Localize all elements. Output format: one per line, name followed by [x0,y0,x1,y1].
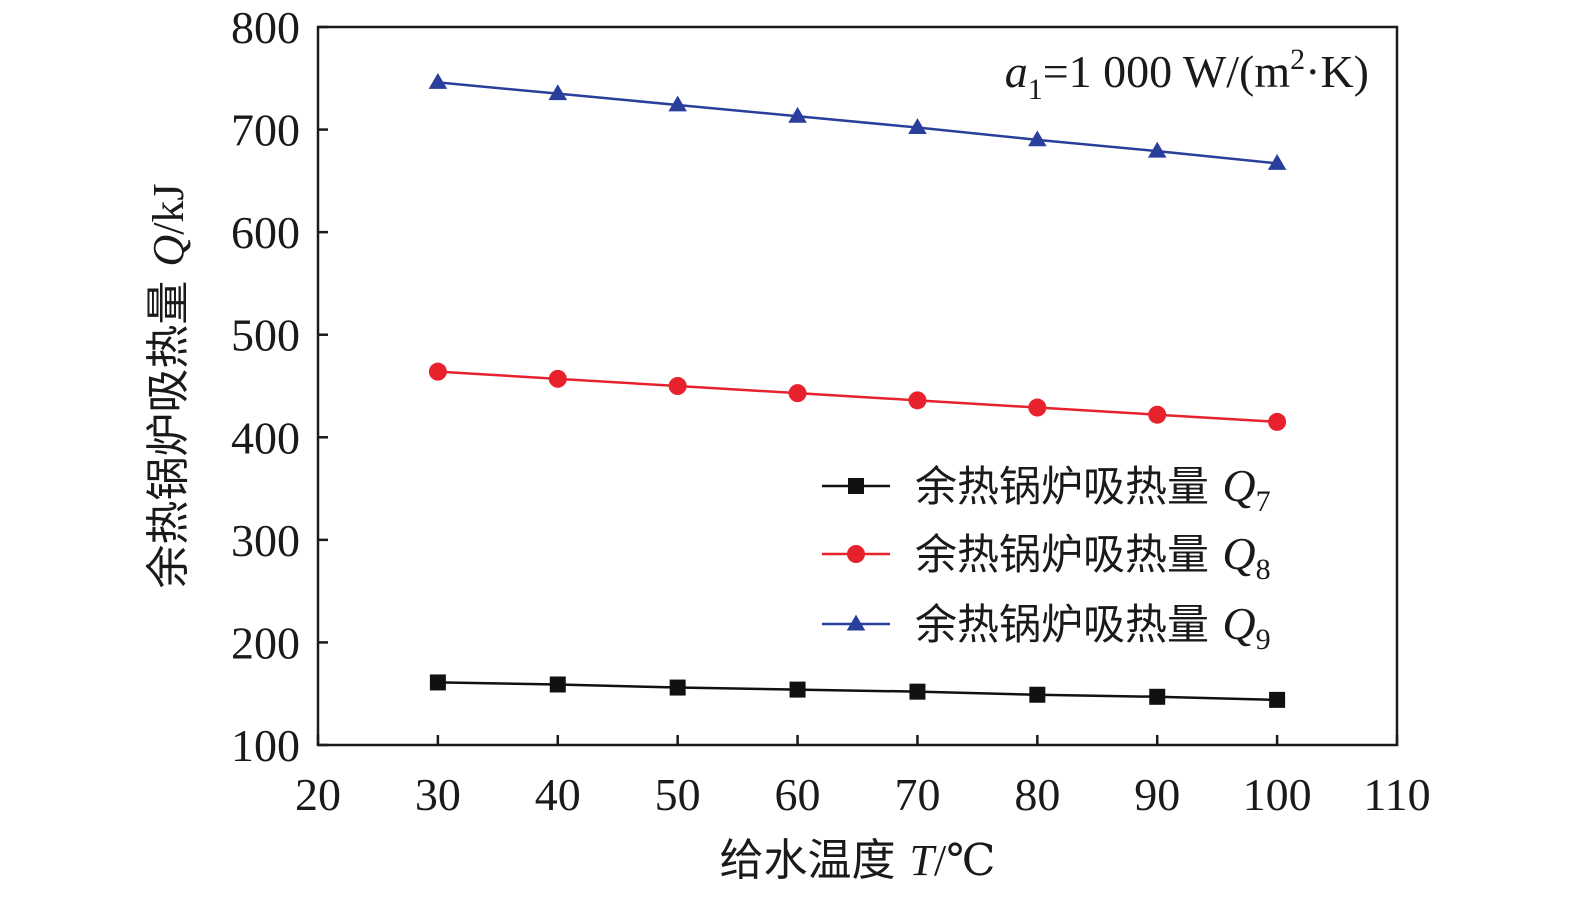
series-Q8 [428,362,1287,431]
data-point [429,674,446,691]
y-tick-label: 600 [231,207,300,258]
data-point [668,95,687,112]
data-point [789,681,806,698]
annotation-var: a [1005,46,1028,97]
data-point [1148,405,1167,424]
data-point [548,84,568,101]
legend-label-text: 余热锅炉吸热量 [915,530,1222,579]
legend-label-sub: 9 [1256,623,1271,656]
legend-label-text: 余热锅炉吸热量 [915,600,1222,649]
data-point [428,73,448,89]
y-tick-label: 300 [231,515,300,566]
x-tick-label: 70 [894,769,940,820]
legend-label: 余热锅炉吸热量 Q7 [915,460,1271,518]
legend-label-sub: 7 [1256,485,1271,518]
tick-labels: 20 30 40 50 60 70 80 90 100 110 100 200 300 400 500 600… [231,2,1431,820]
legend-label-var: Q [1222,528,1255,579]
x-axis-title: 给水温度 T/℃ [720,835,996,886]
annotation-heat-transfer-coefficient: a1=1 000 W/(m2·K) [1005,43,1369,106]
series-Q9 [428,73,1287,170]
y-tick-label: 700 [231,105,300,156]
y-tick-label: 800 [231,2,300,53]
x-tick-label: 90 [1134,769,1180,820]
y-axis-title: 余热锅炉吸热量 Q/kJ [143,183,194,588]
x-tick-label: 60 [775,769,821,820]
data-point [909,683,926,700]
data-point [1267,154,1287,170]
legend-label-text: 余热锅炉吸热量 [915,462,1222,511]
x-axis-title-text: 给水温度 [720,835,910,886]
annotation-text: =1 000 W/(m [1043,46,1291,97]
series-line [437,370,1278,424]
legend-marker [847,545,865,563]
x-tick-label: 50 [655,769,701,820]
data-point [669,679,686,696]
y-axis-title-text: 余热锅炉吸热量 [143,267,194,589]
annotation-sub: 1 [1028,73,1043,106]
plot-frame [316,25,1399,747]
legend-label: 余热锅炉吸热量 Q8 [915,528,1271,586]
legend-label-sub: 8 [1256,553,1271,586]
y-axis-title-var: Q [144,235,193,267]
series-layer [428,73,1287,708]
data-point [549,676,566,693]
x-tick-label: 110 [1363,769,1430,820]
x-tick-label: 20 [295,769,341,820]
x-tick-label: 30 [415,769,461,820]
y-tick-label: 500 [231,310,300,361]
data-point [1147,141,1167,158]
annotation-tail: ·K) [1305,46,1369,97]
data-point [788,384,807,403]
data-point [1149,688,1166,705]
legend-item: 余热锅炉吸热量 Q7 [822,460,1271,518]
data-point [548,369,567,388]
tick-marks [316,25,1399,747]
legend-item: 余热锅炉吸热量 Q9 [822,598,1271,656]
x-axis-title-var: T [910,836,938,885]
legend-item: 余热锅炉吸热量 Q8 [822,528,1271,586]
x-tick-label: 40 [535,769,581,820]
legend-label-var: Q [1222,460,1255,511]
annotation-sup: 2 [1290,43,1305,76]
plot-border [316,25,1399,747]
series-line [437,81,1278,165]
data-point [668,377,687,395]
data-point [1269,691,1286,708]
x-tick-label: 100 [1243,769,1312,820]
legend-label-var: Q [1222,598,1255,649]
data-point [908,118,927,134]
y-tick-label: 100 [231,720,300,771]
legend-marker [846,614,866,631]
y-axis-title-unit: /kJ [144,183,193,234]
data-point [1028,130,1047,147]
legend-marker [848,478,864,494]
legend-label: 余热锅炉吸热量 Q9 [915,598,1271,656]
data-point [428,362,447,381]
x-axis-title-unit: /℃ [934,836,995,885]
y-tick-label: 400 [231,412,300,463]
series-Q7 [429,674,1286,708]
data-point [788,106,807,123]
data-point [1268,412,1287,431]
data-point [1028,398,1047,417]
x-tick-label: 80 [1014,769,1060,820]
data-point [908,391,927,410]
y-tick-label: 200 [231,617,300,668]
data-point [1029,686,1046,703]
series-line [437,681,1278,702]
